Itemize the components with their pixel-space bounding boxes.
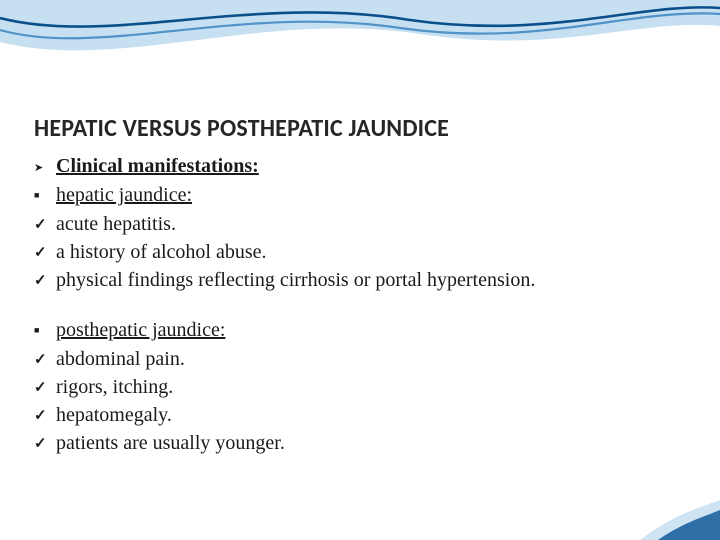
list-item-text: rigors, itching. [56,374,680,400]
list-item: a history of alcohol abuse. [34,239,680,266]
list-item: abdominal pain. [34,346,680,373]
list-item-text: posthepatic jaundice: [56,317,680,343]
slide-title: HEPATIC VERSUS POSTHEPATIC JAUNDICE [34,114,680,143]
square-bullet-icon [34,317,56,345]
group-gap [34,295,680,317]
bottom-corner-decoration [610,500,720,540]
check-bullet-icon [34,346,56,373]
list-item-text: physical findings reflecting cirrhosis o… [56,267,680,293]
check-bullet-icon [34,374,56,401]
list-item-text: acute hepatitis. [56,211,680,237]
list-item: patients are usually younger. [34,430,680,457]
list-item: hepatomegaly. [34,402,680,429]
list-item-text: abdominal pain. [56,346,680,372]
top-wave-decoration [0,0,720,90]
check-bullet-icon [34,430,56,457]
square-bullet-icon [34,182,56,210]
list-group-1: Clinical manifestations: hepatic jaundice… [34,153,680,294]
list-item: rigors, itching. [34,374,680,401]
check-bullet-icon [34,402,56,429]
arrow-bullet-icon [34,153,56,181]
check-bullet-icon [34,239,56,266]
list-group-2: posthepatic jaundice: abdominal pain.rigo… [34,317,680,457]
slide-content: HEPATIC VERSUS POSTHEPATIC JAUNDICE Clin… [34,114,680,458]
list-item: hepatic jaundice: [34,182,680,210]
check-bullet-icon [34,211,56,238]
list-item-text: hepatic jaundice: [56,182,680,208]
list-item: posthepatic jaundice: [34,317,680,345]
check-bullet-icon [34,267,56,294]
list-item-text: a history of alcohol abuse. [56,239,680,265]
list-item: physical findings reflecting cirrhosis o… [34,267,680,294]
list-item-text: Clinical manifestations: [56,153,680,179]
list-item-text: hepatomegaly. [56,402,680,428]
list-item: Clinical manifestations: [34,153,680,181]
list-item: acute hepatitis. [34,211,680,238]
list-item-text: patients are usually younger. [56,430,680,456]
